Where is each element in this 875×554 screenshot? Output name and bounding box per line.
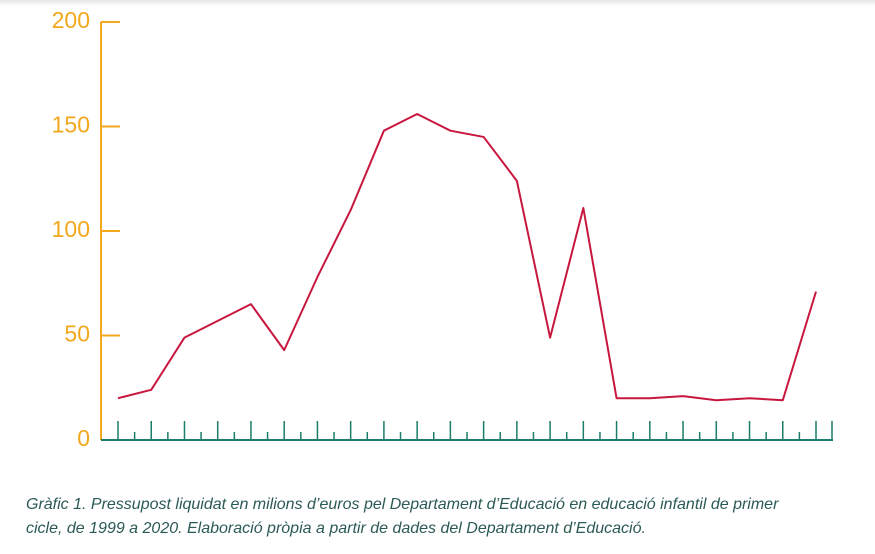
caption: Gràfic 1. Pressupost liquidat en milions…	[26, 496, 779, 513]
y-tick-label: 100	[52, 216, 90, 242]
y-tick-label: 0	[77, 425, 90, 451]
data-line	[117, 112, 817, 402]
y-tick-label: 50	[64, 321, 90, 347]
y-tick-label: 150	[52, 112, 90, 138]
y-tick-label: 200	[52, 7, 90, 33]
caption: cicle, de 1999 a 2020. Elaboració pròpia…	[26, 520, 646, 537]
